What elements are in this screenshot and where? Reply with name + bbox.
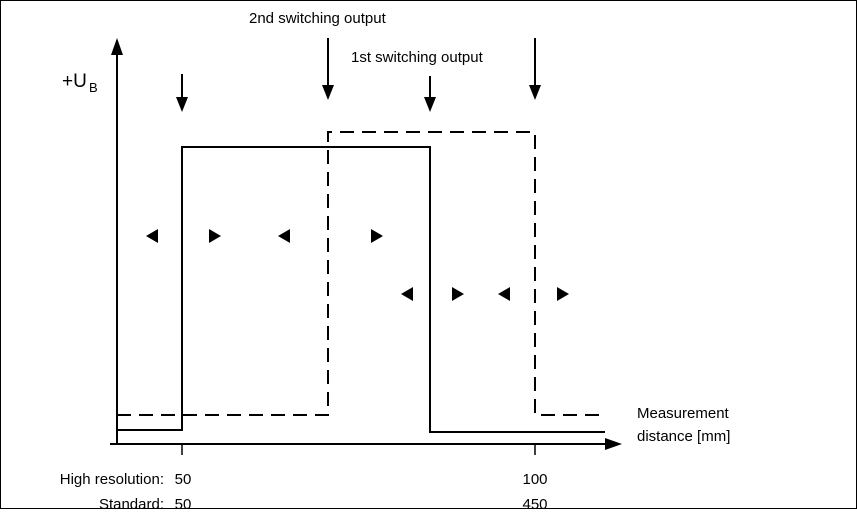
- row-label-standard: Standard:: [99, 496, 164, 513]
- x-axis-label-line1: Measurement: [637, 405, 730, 422]
- right-triangle-icon: [452, 287, 464, 301]
- left-triangle-icon: [498, 287, 510, 301]
- right-triangle-icon: [209, 229, 221, 243]
- row-label-high-resolution: High resolution:: [60, 471, 164, 488]
- tick-label: 50: [175, 471, 192, 488]
- y-axis-label: +U: [62, 71, 87, 92]
- down-arrow-icon: [176, 74, 188, 112]
- second-switching-output-label: 2nd switching output: [249, 10, 387, 27]
- second-switching-output-signal: [117, 131, 605, 416]
- x-axis-arrowhead: [605, 438, 622, 450]
- tick-label: 450: [522, 496, 547, 513]
- first-switching-output-signal: [117, 146, 605, 433]
- left-triangle-icon: [278, 229, 290, 243]
- down-arrow-icon: [322, 38, 334, 100]
- y-axis-arrowhead: [111, 38, 123, 55]
- first-switching-output-label: 1st switching output: [351, 49, 484, 66]
- left-triangle-icon: [146, 229, 158, 243]
- left-triangle-icon: [401, 287, 413, 301]
- tick-label: 100: [522, 471, 547, 488]
- y-axis-label-subscript: B: [89, 80, 98, 95]
- right-triangle-icon: [371, 229, 383, 243]
- down-arrow-icon: [424, 76, 436, 112]
- tick-label: 50: [175, 496, 192, 513]
- x-axis-label-line2: distance [mm]: [637, 428, 730, 445]
- down-arrow-icon: [529, 38, 541, 100]
- right-triangle-icon: [557, 287, 569, 301]
